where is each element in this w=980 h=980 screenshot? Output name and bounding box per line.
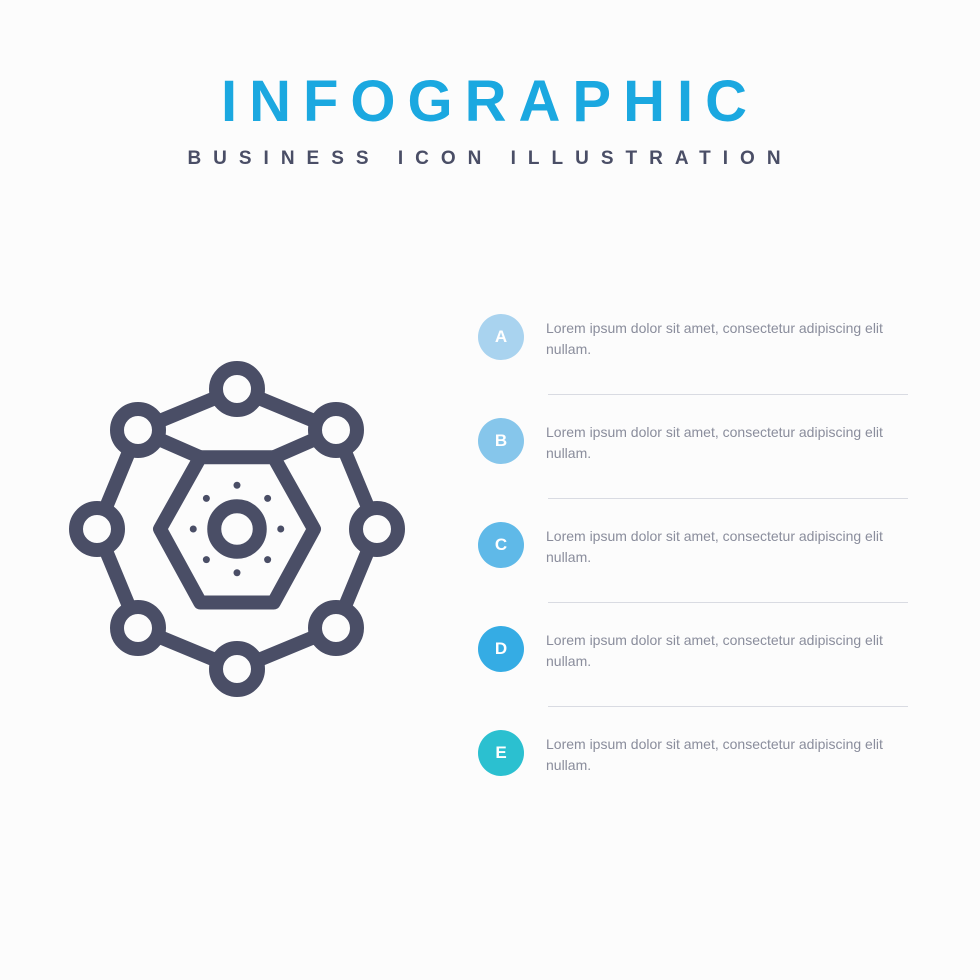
step-a: A Lorem ipsum dolor sit amet, consectetur…	[478, 314, 908, 360]
step-d: D Lorem ipsum dolor sit amet, consectetur…	[478, 626, 908, 672]
step-badge-c: C	[478, 522, 524, 568]
step-text-d: Lorem ipsum dolor sit amet, consectetur …	[546, 626, 908, 672]
center-dots	[190, 482, 285, 577]
step-text-e: Lorem ipsum dolor sit amet, consectetur …	[546, 730, 908, 776]
step-badge-e: E	[478, 730, 524, 776]
network-hexagon-icon	[62, 354, 412, 704]
step-divider-3	[548, 706, 908, 707]
icon-stroke-group	[76, 368, 398, 690]
step-b: B Lorem ipsum dolor sit amet, consectetur…	[478, 418, 908, 464]
network-hexagon-svg	[62, 354, 412, 704]
step-divider-0	[548, 394, 908, 395]
step-badge-b: B	[478, 418, 524, 464]
step-divider-2	[548, 602, 908, 603]
step-c: C Lorem ipsum dolor sit amet, consectetur…	[478, 522, 908, 568]
step-badge-a: A	[478, 314, 524, 360]
step-e: E Lorem ipsum dolor sit amet, consectetur…	[478, 730, 908, 776]
step-divider-1	[548, 498, 908, 499]
step-badge-d: D	[478, 626, 524, 672]
step-text-c: Lorem ipsum dolor sit amet, consectetur …	[546, 522, 908, 568]
step-text-b: Lorem ipsum dolor sit amet, consectetur …	[546, 418, 908, 464]
page-title: INFOGRAPHIC	[0, 68, 980, 135]
page-subtitle: BUSINESS ICON ILLUSTRATION	[0, 148, 980, 170]
outer-nodes	[76, 368, 398, 690]
infographic-canvas: INFOGRAPHIC BUSINESS ICON ILLUSTRATION	[0, 0, 980, 980]
step-text-a: Lorem ipsum dolor sit amet, consectetur …	[546, 314, 908, 360]
